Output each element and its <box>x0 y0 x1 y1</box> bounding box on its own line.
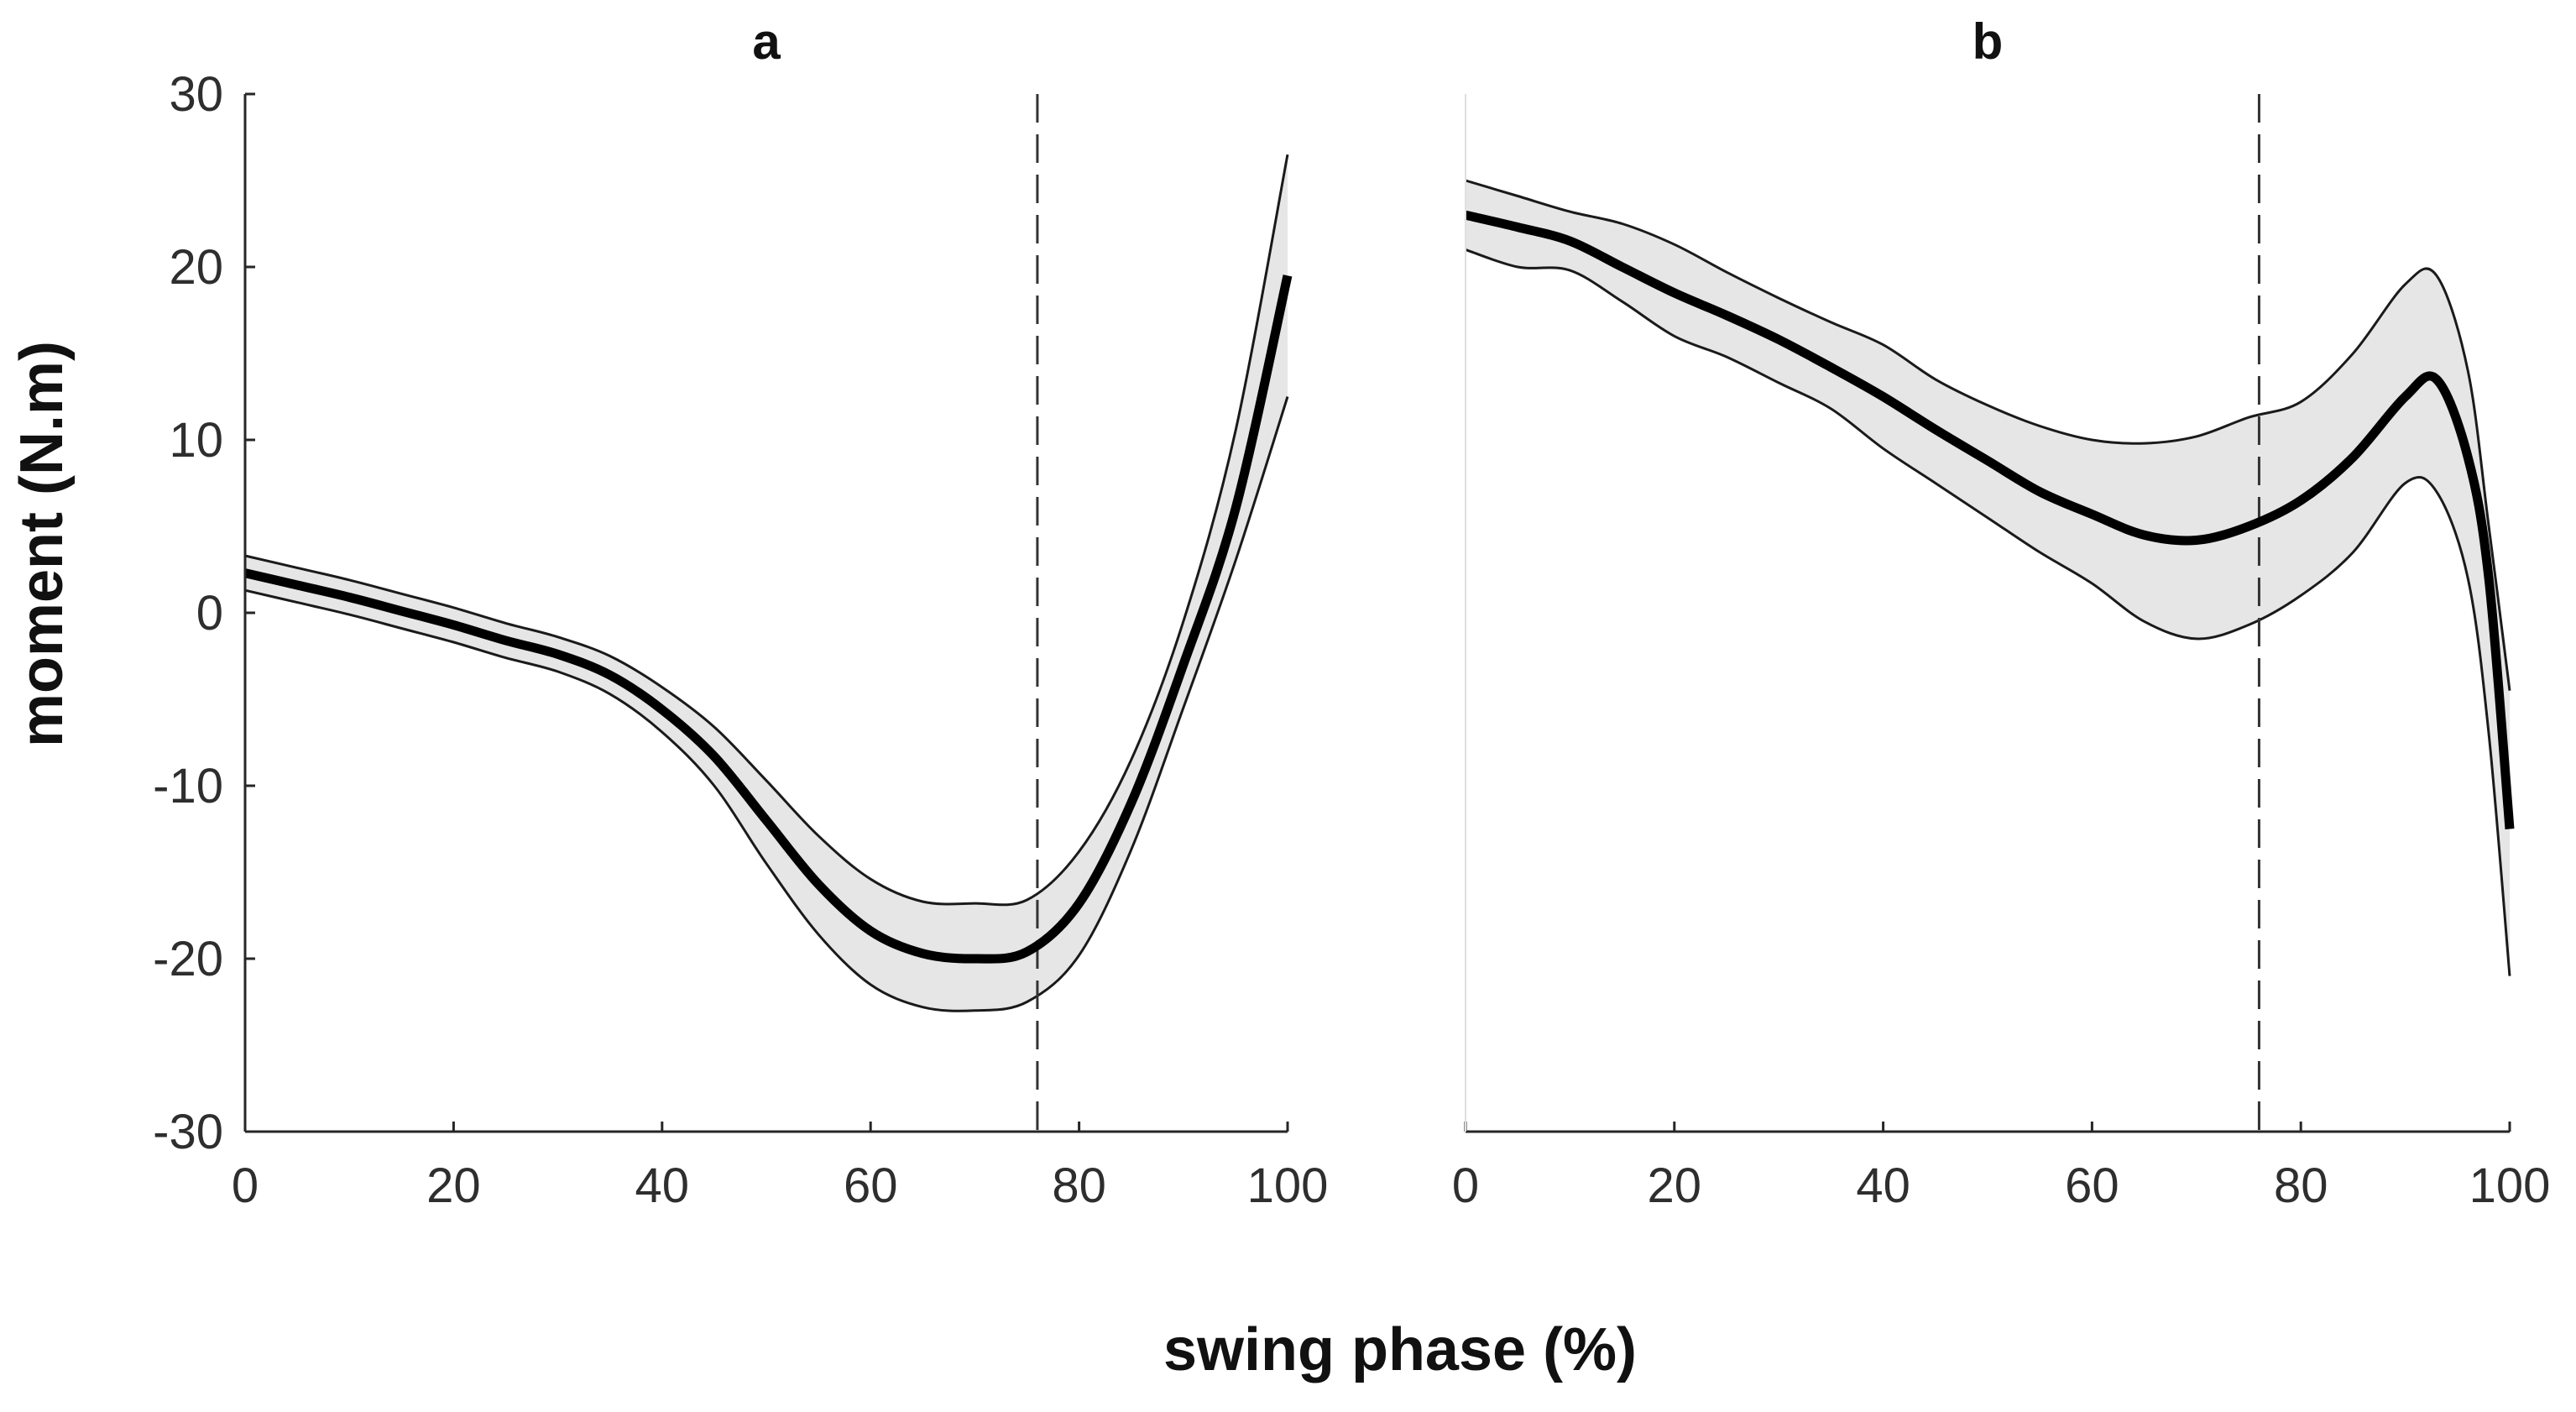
x-tick-label: 80 <box>1052 1158 1106 1213</box>
y-tick-label: 10 <box>169 413 223 468</box>
x-tick-label: 40 <box>1856 1158 1910 1213</box>
y-tick-label: 30 <box>169 67 223 122</box>
x-tick-label: 0 <box>232 1158 259 1213</box>
panel-title: a <box>752 13 781 70</box>
x-tick-label: 100 <box>1247 1158 1329 1213</box>
y-axis-title: moment (N.m) <box>8 341 76 747</box>
x-tick-label: 80 <box>2274 1158 2328 1213</box>
y-tick-label: 20 <box>169 240 223 295</box>
series-lower-line <box>1465 248 2511 976</box>
x-tick-label: 0 <box>1452 1158 1479 1213</box>
panel-title: b <box>1972 13 2004 70</box>
x-tick-label: 20 <box>1648 1158 1702 1213</box>
x-tick-label: 100 <box>2469 1158 2551 1213</box>
series-upper-line <box>1465 179 2511 691</box>
x-tick-label: 20 <box>426 1158 481 1213</box>
series-lower-line <box>244 396 1289 1012</box>
y-tick-label: -10 <box>153 759 223 813</box>
y-tick-label: -20 <box>153 932 223 986</box>
y-tick-label: -30 <box>153 1105 223 1159</box>
y-tick-label: 0 <box>196 586 223 641</box>
series-upper-line <box>244 154 1289 907</box>
x-tick-label: 40 <box>635 1158 690 1213</box>
panel-b: 0 20 40 60 80 100 b <box>1452 13 2551 1213</box>
series-mean-line <box>243 275 1293 964</box>
series-mean-line <box>1464 210 2515 829</box>
x-axis-title: swing phase (%) <box>1163 1316 1637 1383</box>
sd-band <box>1466 180 2510 976</box>
x-tick-label: 60 <box>844 1158 898 1213</box>
sd-band <box>245 154 1288 1012</box>
x-tick-label: 60 <box>2065 1158 2119 1213</box>
